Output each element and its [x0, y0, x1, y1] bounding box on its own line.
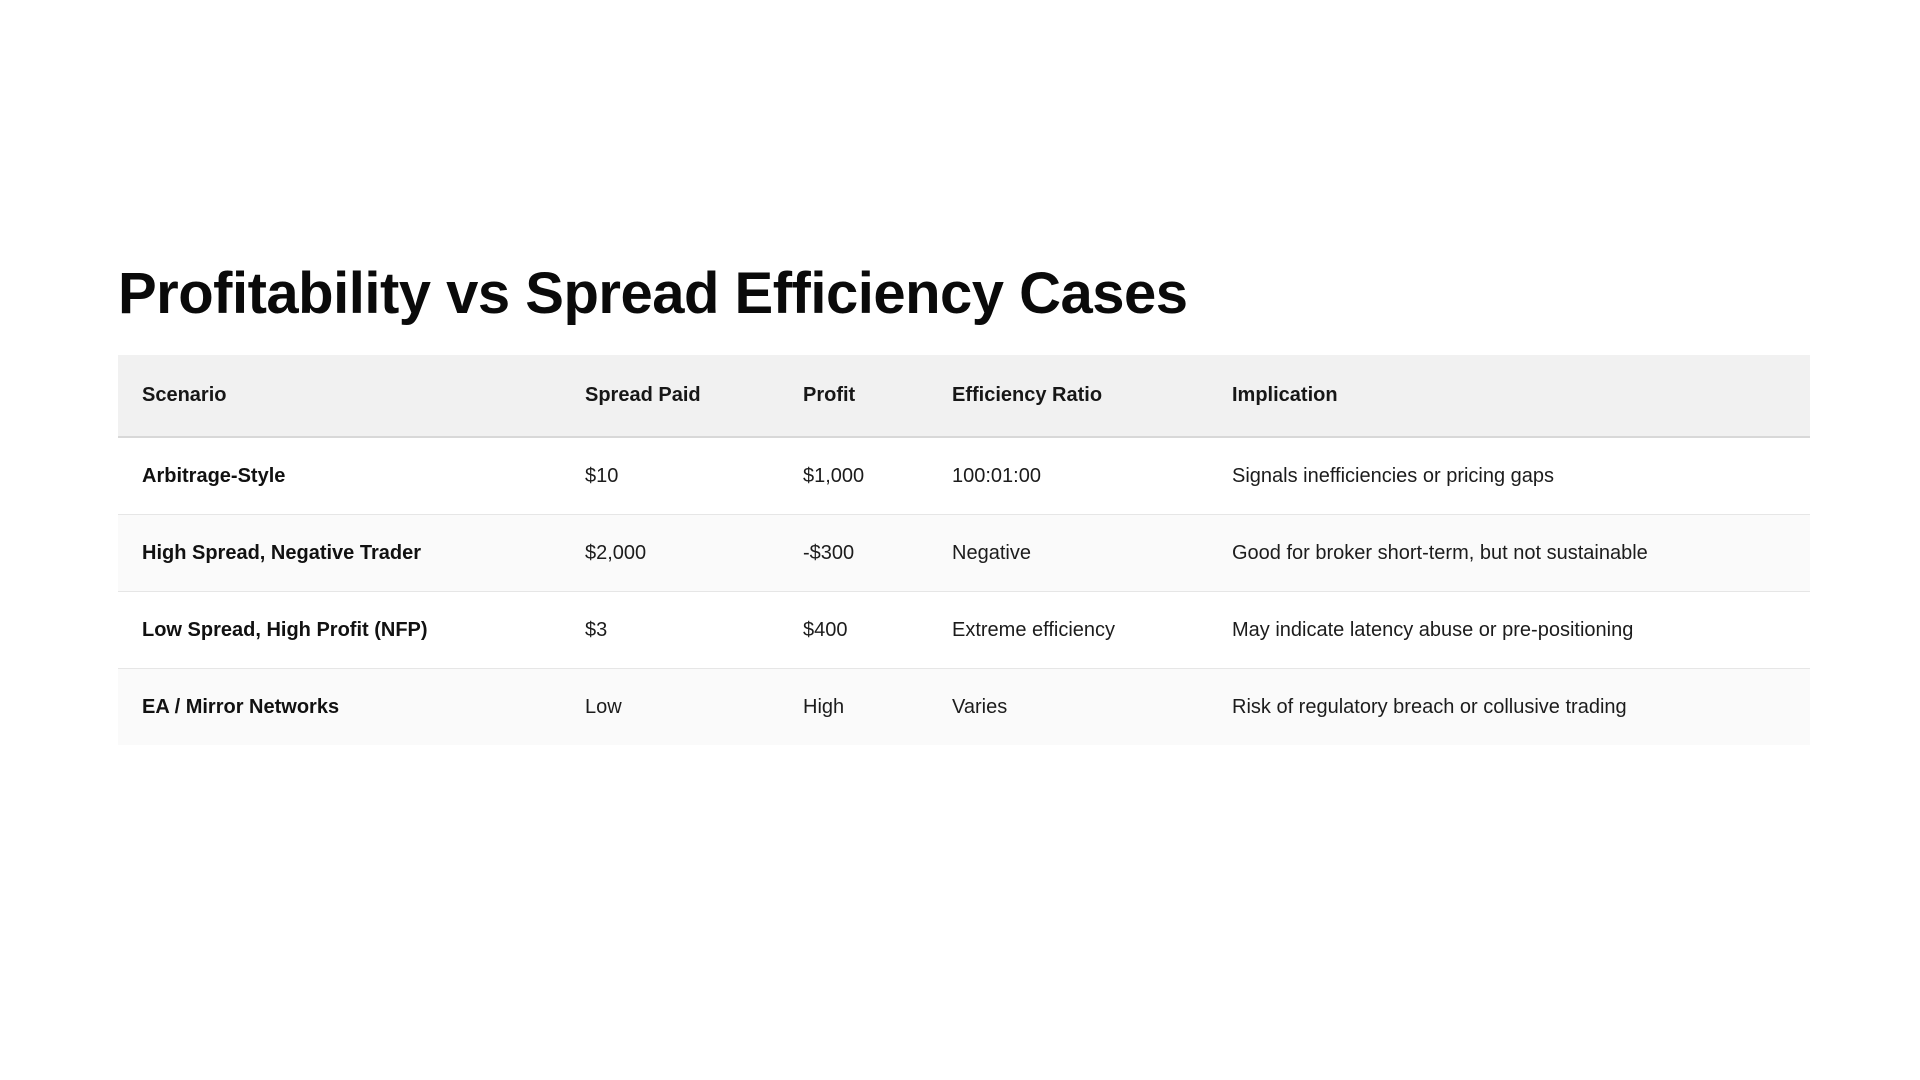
- cell-implication: Good for broker short-term, but not sust…: [1232, 514, 1810, 592]
- cell-scenario: High Spread, Negative Trader: [118, 514, 585, 592]
- cell-spread-paid: Low: [585, 696, 622, 718]
- cell-scenario: Arbitrage-Style: [118, 437, 585, 515]
- cell-efficiency-ratio: Negative: [952, 514, 1232, 592]
- page-title: Profitability vs Spread Efficiency Cases: [118, 260, 1188, 326]
- column-header-implication: Implication: [1232, 355, 1810, 438]
- cell-scenario: EA / Mirror Networks: [142, 696, 340, 718]
- table-row: Low Spread, High Profit (NFP) $3 $400 Ex…: [118, 591, 1810, 669]
- comparison-table-container: Scenario Spread Paid Profit Efficiency R…: [118, 355, 1810, 745]
- cell-scenario: Low Spread, High Profit (NFP): [118, 591, 585, 669]
- column-header-efficiency-ratio: Efficiency Ratio: [952, 355, 1232, 438]
- cell-profit: High: [803, 696, 845, 718]
- cell-profit: $1,000: [803, 437, 952, 515]
- column-header-profit: Profit: [803, 355, 952, 438]
- cell-profit: -$300: [803, 514, 952, 592]
- cell-spread-paid: $3: [585, 591, 803, 669]
- table-header: Scenario Spread Paid Profit Efficiency R…: [118, 355, 1810, 438]
- cell-implication: May indicate latency abuse or pre-positi…: [1232, 591, 1810, 669]
- cell-profit: $400: [803, 591, 952, 669]
- table-row: High Spread, Negative Trader $2,000 -$30…: [118, 514, 1810, 592]
- cell-efficiency-ratio: 100:01:00: [952, 437, 1232, 515]
- column-header-scenario: Scenario: [118, 355, 585, 438]
- table-header-row: Scenario Spread Paid Profit Efficiency R…: [118, 355, 1810, 438]
- table-body: Arbitrage-Style $10 $1,000 100:01:00 Sig…: [118, 437, 1810, 745]
- cell-spread-paid: $10: [585, 437, 803, 515]
- cell-spread-paid: $2,000: [585, 514, 803, 592]
- column-header-spread-paid: Spread Paid: [585, 355, 803, 438]
- table-row: EA / Mirror Networks Low High Varies Ris…: [118, 668, 1810, 745]
- comparison-table: Scenario Spread Paid Profit Efficiency R…: [118, 355, 1810, 745]
- cell-efficiency-ratio: Varies: [952, 696, 1008, 718]
- table-row: Arbitrage-Style $10 $1,000 100:01:00 Sig…: [118, 437, 1810, 515]
- cell-implication: Risk of regulatory breach or collusive t…: [1232, 696, 1627, 718]
- cell-implication: Signals inefficiencies or pricing gaps: [1232, 437, 1810, 515]
- cell-efficiency-ratio: Extreme efficiency: [952, 591, 1232, 669]
